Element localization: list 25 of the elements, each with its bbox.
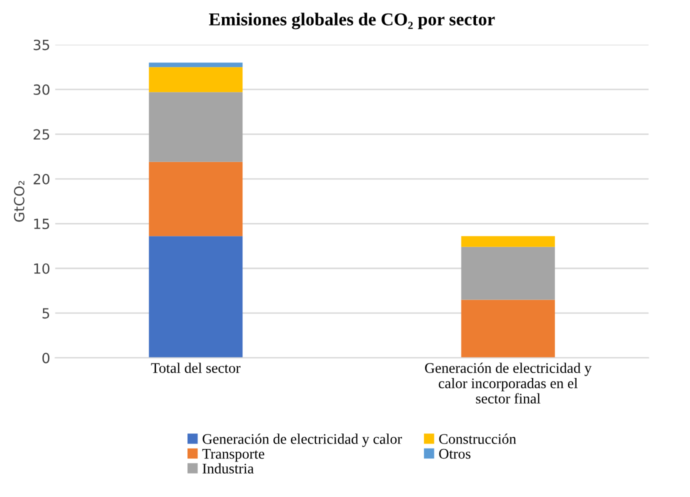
bar (148, 67, 243, 92)
bar (461, 300, 555, 358)
y-tick-label: 0 (42, 352, 50, 364)
legend-label: Otros (439, 448, 470, 459)
bar (148, 162, 243, 236)
y-tick-label: 35 (34, 40, 50, 50)
y-tick-label: 25 (34, 129, 50, 140)
y-tick-label: 20 (34, 174, 50, 184)
y-tick-label: 30 (34, 84, 50, 95)
bar (148, 236, 243, 358)
x-tick-label: Total del sector (151, 362, 240, 373)
chart-title: Emisiones globales de CO₂ por sector (208, 12, 495, 30)
legend-label: Construcción (439, 434, 516, 444)
bar (461, 236, 555, 247)
x-tick-label: Generación de electricidad y calor incorporadas en el sector final (425, 362, 592, 404)
y-axis-title: GtCO₂ (14, 180, 24, 222)
bar (461, 246, 555, 300)
legend-label: Transporte (202, 449, 264, 462)
legend-label: Generación de electricidad y calor (202, 434, 402, 447)
bar (148, 92, 243, 162)
y-tick-label: 10 (34, 263, 50, 274)
legend-label: Industria (202, 463, 254, 474)
y-tick-label: 15 (34, 218, 50, 230)
bar (148, 62, 243, 68)
y-tick-label: 5 (42, 308, 50, 319)
